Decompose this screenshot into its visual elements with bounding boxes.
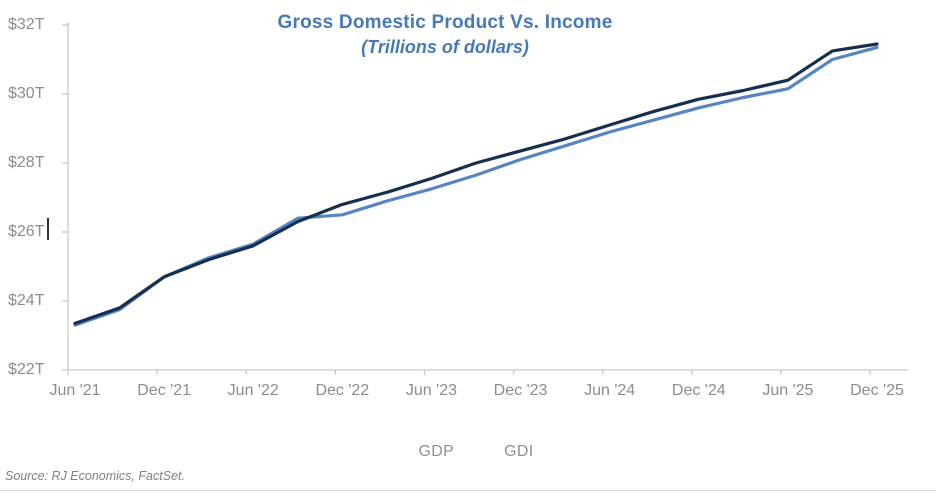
x-axis-label: Dec '22 — [315, 382, 370, 399]
chart-title: Gross Domestic Product Vs. Income — [277, 12, 613, 33]
y-axis-label: $24T — [8, 292, 45, 309]
legend-item-gdi: GDI — [504, 443, 534, 460]
y-axis-label: $32T — [8, 16, 45, 33]
x-axis-label: Dec '25 — [850, 382, 904, 399]
x-axis-label: Jun '23 — [405, 382, 457, 399]
x-axis-label: Jun '22 — [227, 382, 279, 399]
text-cursor-artifact — [47, 218, 49, 240]
x-axis-label: Jun '24 — [584, 382, 636, 399]
y-axis-label: $22T — [8, 361, 45, 378]
chart-header: Gross Domestic Product Vs. Income (Trill… — [78, 12, 812, 58]
x-axis-label: Dec '21 — [137, 382, 191, 399]
x-axis-label: Jun '21 — [49, 382, 101, 399]
y-axis-label: $30T — [8, 85, 45, 102]
bottom-divider — [0, 490, 936, 491]
legend-item-gdp: GDP — [418, 443, 455, 460]
chart-subtitle: (Trillions of dollars) — [361, 37, 529, 57]
x-axis-label: Dec '23 — [493, 382, 548, 399]
legend: GDP GDI — [419, 443, 534, 461]
source-note: Source: RJ Economics, FactSet. — [5, 469, 185, 483]
y-axis-label: $28T — [8, 154, 45, 171]
x-axis-label: Dec '24 — [671, 382, 726, 399]
line-gdi — [73, 45, 879, 327]
y-axis-label: $26T — [8, 223, 45, 240]
line-gdp — [73, 42, 879, 325]
x-axis-label: Jun '25 — [762, 382, 814, 399]
